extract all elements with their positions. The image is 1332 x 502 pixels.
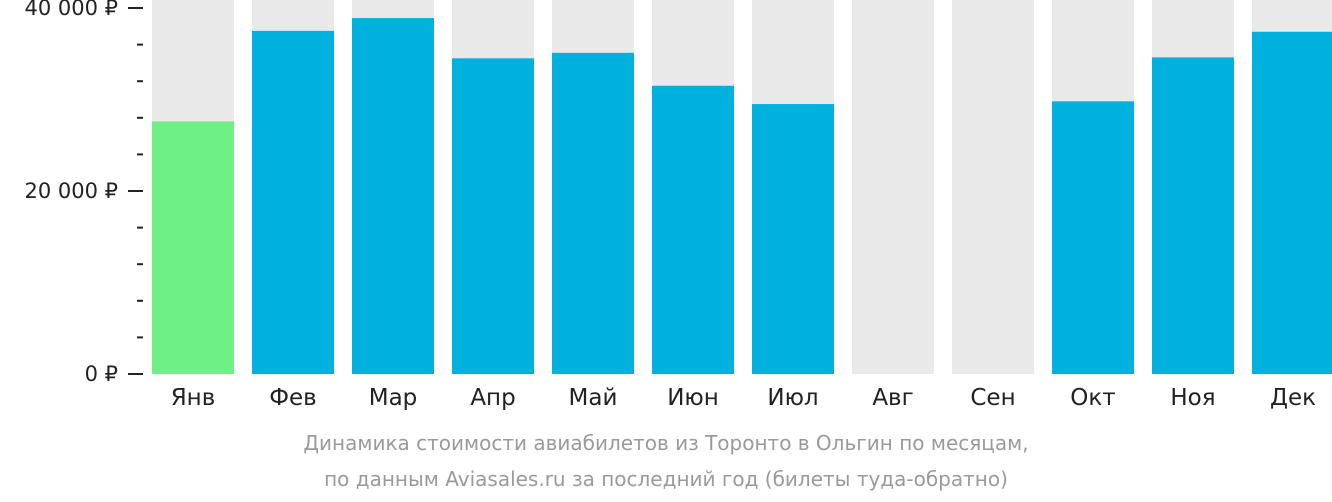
x-tick-label: Июл	[767, 385, 818, 411]
chart-caption-line-2: по данным Aviasales.ru за последний год …	[324, 467, 1008, 491]
y-tick-label: 40 000 ₽	[24, 0, 118, 20]
x-tick-label: Янв	[171, 385, 216, 411]
bars	[152, 0, 1332, 375]
bar	[252, 30, 334, 374]
price-by-month-chart: 0 ₽ 20 000 ₽ 40 000 ₽ Янв Фев Мар Апр Май Июн Ию…	[24, 0, 1332, 411]
x-tick-label: Мар	[369, 385, 418, 411]
y-tick-label: 20 000 ₽	[24, 179, 118, 203]
x-tick-label: Май	[569, 385, 618, 411]
x-tick-label: Фев	[269, 385, 317, 411]
bar	[452, 58, 534, 374]
x-tick-label: Июн	[667, 385, 719, 411]
x-tick-label: Дек	[1270, 385, 1316, 411]
bar	[552, 52, 634, 375]
x-tick-label: Авг	[872, 385, 913, 411]
bar	[652, 85, 734, 375]
bar	[1152, 57, 1234, 374]
bar	[1252, 31, 1332, 374]
y-axis: 0 ₽ 20 000 ₽ 40 000 ₽	[24, 0, 143, 386]
chart-caption-line-1: Динамика стоимости авиабилетов из Торонт…	[303, 431, 1029, 455]
bar	[1052, 101, 1134, 374]
x-axis: Янв Фев Мар Апр Май Июн Июл Авг Сен Окт Ноя Дек	[171, 385, 1316, 411]
x-tick-label: Ноя	[1170, 385, 1215, 411]
y-tick-label: 0 ₽	[85, 362, 118, 386]
bar-background	[952, 0, 1034, 374]
bar	[152, 121, 234, 375]
x-tick-label: Сен	[970, 385, 1015, 411]
x-tick-label: Окт	[1070, 385, 1115, 411]
x-tick-label: Апр	[470, 385, 515, 411]
bar-background	[852, 0, 934, 374]
bar	[752, 104, 834, 374]
bar	[352, 18, 434, 374]
